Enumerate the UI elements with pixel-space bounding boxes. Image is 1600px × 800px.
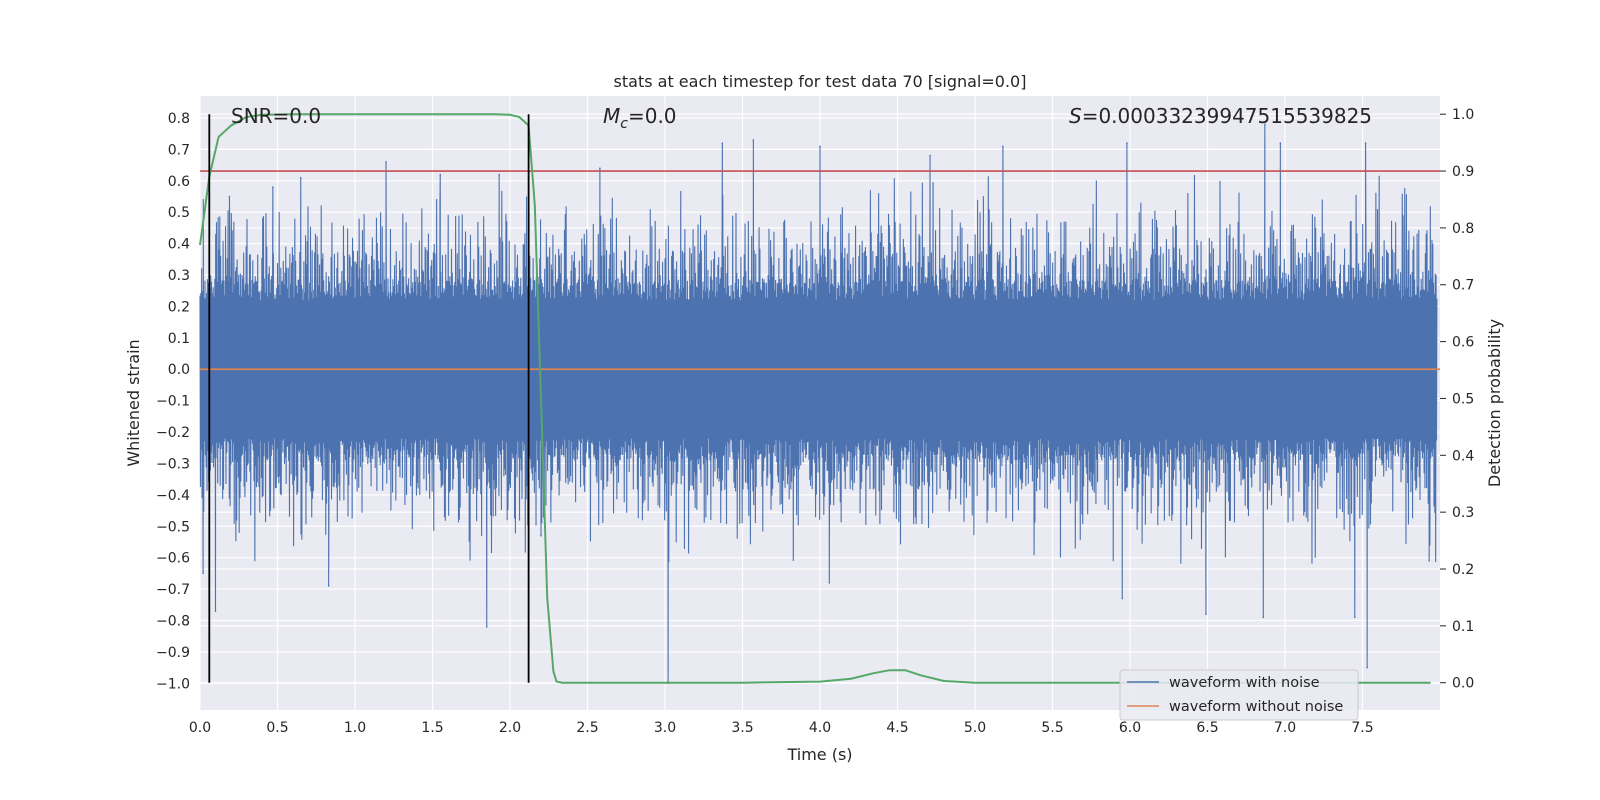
y-tick-label: 0.7 bbox=[168, 142, 190, 158]
y-tick-label: −1.0 bbox=[156, 676, 190, 692]
noise-peak bbox=[1002, 145, 1004, 148]
y2-tick-label: 0.8 bbox=[1452, 221, 1474, 237]
x-tick-label: 6.5 bbox=[1196, 720, 1218, 736]
noise-peak bbox=[498, 173, 500, 176]
x-tick-label: 7.0 bbox=[1274, 720, 1296, 736]
legend-box bbox=[1119, 669, 1359, 721]
chart-title: stats at each timestep for test data 70 … bbox=[614, 72, 1027, 91]
y-tick-label: −0.1 bbox=[156, 394, 190, 410]
noise-peak bbox=[299, 176, 302, 179]
legend-label-waveform-with-noise: waveform with noise bbox=[1169, 675, 1320, 691]
y2-tick-label: 0.1 bbox=[1452, 619, 1474, 635]
y2-axis-label: Detection probability bbox=[1485, 319, 1504, 487]
y-tick-label: 0.3 bbox=[168, 268, 190, 284]
x-tick-label: 1.0 bbox=[344, 720, 366, 736]
y-tick-label: −0.8 bbox=[156, 613, 190, 629]
noise-peak bbox=[828, 582, 831, 584]
noise-peak bbox=[1364, 142, 1367, 144]
noise-trace bbox=[199, 124, 1438, 684]
x-axis-label: Time (s) bbox=[786, 745, 852, 764]
series-detection-probability bbox=[199, 113, 1431, 684]
y-tick-label: 0.1 bbox=[168, 331, 190, 347]
noise-peak bbox=[1205, 613, 1207, 616]
noise-peak bbox=[385, 161, 387, 163]
y-tick-label: 0.5 bbox=[168, 205, 190, 221]
noise-peak bbox=[1262, 616, 1265, 619]
y2-tick-label: 0.7 bbox=[1452, 278, 1474, 294]
annotation-chirp-mass-symbol: M bbox=[603, 104, 620, 128]
noise-peak bbox=[214, 610, 217, 612]
annotation-snr-statistic: S=0.00033239947515539825 bbox=[1069, 104, 1372, 128]
noise-peak bbox=[485, 625, 488, 628]
y-tick-label: −0.4 bbox=[156, 488, 190, 504]
y-tick-label: 0.2 bbox=[168, 299, 190, 315]
y2-tick-label: 0.2 bbox=[1452, 562, 1474, 578]
y2-tick-label: 0.9 bbox=[1452, 164, 1474, 180]
noise-peak bbox=[202, 572, 204, 575]
axes: 0.0 0.5 1.0 1.5 2.0 2.5 3.0 3.5 4.0 4.5 5.0 5.5 6.0 6… bbox=[156, 107, 1474, 736]
noise-peak bbox=[228, 195, 231, 198]
noise-peak bbox=[599, 167, 601, 170]
annotation-chirp-mass-subscript: c bbox=[620, 116, 628, 132]
annotation-chirp-mass: Mc=0.0 bbox=[603, 104, 677, 132]
annotation-chirp-mass-value: =0.0 bbox=[628, 104, 677, 128]
annotation-statistic-symbol: S bbox=[1069, 104, 1082, 128]
x-tick-label: 2.5 bbox=[576, 720, 598, 736]
y-tick-label: −0.2 bbox=[156, 425, 190, 441]
y-tick-label: 0.6 bbox=[168, 174, 190, 190]
x-tick-label: 4.0 bbox=[809, 720, 831, 736]
x-tick-label: 7.5 bbox=[1351, 720, 1373, 736]
x-tick-label: 5.0 bbox=[964, 720, 986, 736]
annotation-statistic-value: =0.00033239947515539825 bbox=[1082, 104, 1372, 128]
y-tick-label: −0.7 bbox=[156, 582, 190, 598]
noise-peak bbox=[1366, 666, 1368, 669]
noise-peak bbox=[540, 534, 542, 537]
x-tick-label: 1.5 bbox=[421, 720, 443, 736]
x-tick-label: 2.0 bbox=[499, 720, 521, 736]
y2-tick-label: 0.5 bbox=[1452, 391, 1474, 407]
noise-peak bbox=[1121, 597, 1124, 600]
x-tick-label: 6.0 bbox=[1119, 720, 1141, 736]
y-tick-label: −0.5 bbox=[156, 519, 190, 535]
overlays bbox=[199, 113, 1440, 684]
noise-peak bbox=[752, 139, 755, 141]
noise-peak bbox=[1279, 142, 1282, 144]
y-tick-label: 0.4 bbox=[168, 237, 190, 253]
y-tick-label: 0.8 bbox=[168, 111, 190, 127]
x-tick-label: 0.0 bbox=[189, 720, 211, 736]
noise-peak bbox=[929, 154, 931, 157]
y2-tick-label: 0.4 bbox=[1452, 448, 1474, 464]
legend: waveform with noise waveform without noi… bbox=[1119, 669, 1359, 721]
noise-peak bbox=[327, 585, 330, 587]
noise-peak bbox=[721, 142, 724, 144]
noise-peak bbox=[1428, 560, 1430, 562]
noise-peak bbox=[819, 145, 821, 148]
annotation-snr: SNR=0.0 bbox=[231, 104, 321, 128]
noise-peak bbox=[1264, 123, 1266, 126]
legend-label-waveform-without-noise: waveform without noise bbox=[1169, 699, 1343, 715]
y2-tick-label: 0.3 bbox=[1452, 505, 1474, 521]
y2-tick-label: 1.0 bbox=[1452, 107, 1474, 123]
x-tick-label: 4.5 bbox=[886, 720, 908, 736]
noise-peak bbox=[1353, 616, 1356, 619]
noise-peak bbox=[439, 173, 442, 176]
noise-peak bbox=[272, 186, 274, 188]
y-axis-label: Whitened strain bbox=[124, 339, 143, 466]
y-tick-label: −0.9 bbox=[156, 645, 190, 661]
y-tick-label: 0.0 bbox=[168, 362, 190, 378]
x-tick-label: 3.5 bbox=[731, 720, 753, 736]
y2-tick-label: 0.6 bbox=[1452, 335, 1474, 351]
x-tick-label: 3.0 bbox=[654, 720, 676, 736]
y-tick-label: −0.6 bbox=[156, 551, 190, 567]
noise-peak bbox=[1126, 142, 1128, 144]
x-tick-label: 0.5 bbox=[266, 720, 288, 736]
y2-tick-label: 0.0 bbox=[1452, 676, 1474, 692]
x-tick-label: 5.5 bbox=[1041, 720, 1063, 736]
y-tick-label: −0.3 bbox=[156, 456, 190, 472]
